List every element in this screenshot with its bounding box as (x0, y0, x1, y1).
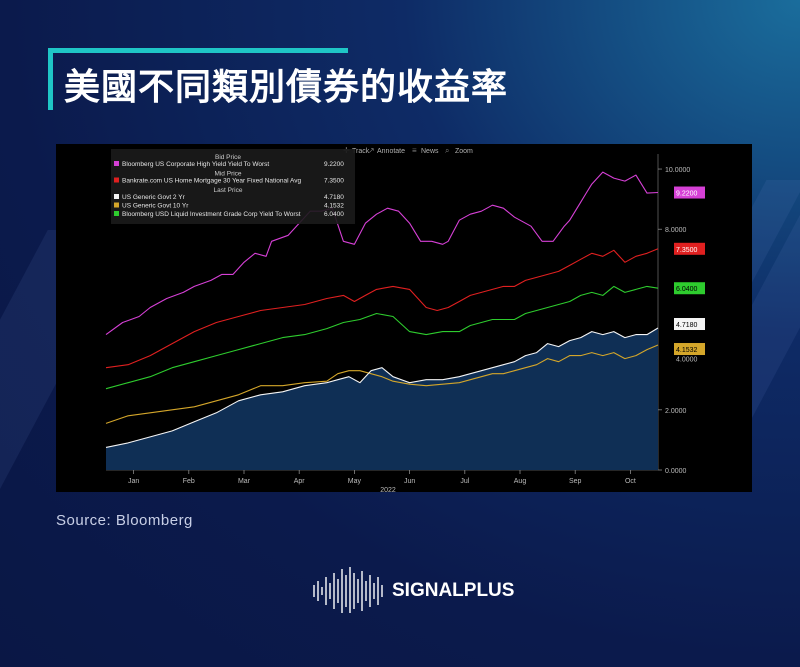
last-value-label: 4.7180 (676, 322, 698, 329)
legend-swatch (114, 177, 119, 183)
last-value-label: 4.1532 (676, 347, 698, 354)
series-line (105, 327, 659, 448)
x-tick-label: May (348, 478, 362, 485)
last-value-badge (674, 242, 705, 255)
x-tick-label: Jun (404, 478, 415, 485)
legend-swatch (114, 194, 119, 199)
last-value-badge (674, 343, 705, 356)
x-tick-label: Aug (514, 478, 527, 485)
last-value-label: 7.3500 (676, 247, 698, 254)
legend-group-header: Mid Price (214, 171, 241, 178)
toolbar-track-button[interactable]: Track (352, 148, 370, 155)
govt-2yr-area-fill (106, 328, 658, 470)
legend-series-name: US Generic Govt 2 Yr (122, 194, 186, 201)
x-tick-label: Apr (294, 478, 306, 485)
legend-group-header: Last Price (214, 187, 243, 194)
chart-panel: ✛ Track ↗ Annotate ≡ News ⌕ Zoom 10.0000… (56, 144, 752, 494)
toolbar-news-icon: ≡ (412, 146, 417, 155)
toolbar-zoom-button[interactable]: Zoom (455, 148, 473, 155)
signalplus-logo-mark (313, 567, 383, 613)
series-line (105, 285, 659, 390)
y-tick-label-partial: 4.0000 (676, 357, 698, 364)
y-tick-label: 2.0000 (665, 408, 687, 415)
series-line (105, 171, 659, 336)
chart-toolbar: ✛ Track ↗ Annotate ≡ News ⌕ Zoom (343, 146, 473, 155)
legend-series-value: 6.0400 (324, 211, 344, 218)
legend-series-value: 7.3500 (324, 178, 344, 185)
series-line (105, 344, 659, 424)
series-line (105, 248, 659, 369)
x-tick-label: Jul (460, 478, 469, 485)
toolbar-news-button[interactable]: News (421, 148, 439, 155)
toolbar-annotate-button[interactable]: Annotate (377, 148, 405, 155)
legend-group-header: Bid Price (215, 154, 241, 161)
y-tick-label: 0.0000 (665, 468, 687, 475)
x-tick-label: Oct (625, 478, 636, 485)
legend-swatch (114, 161, 119, 166)
y-tick-label: 10.0000 (665, 167, 690, 174)
x-tick-label: Jan (128, 478, 139, 485)
y-tick-label: 8.0000 (665, 227, 687, 234)
legend-swatch (114, 211, 119, 216)
last-value-badge (674, 282, 705, 295)
signalplus-logo: SIGNALPLUS (312, 565, 515, 615)
legend-series-value: 4.7180 (324, 194, 344, 201)
legend-box (111, 149, 355, 224)
legend-swatch (114, 202, 119, 208)
legend-series-value: 4.1532 (324, 203, 344, 210)
last-value-label: 9.2200 (676, 191, 698, 198)
page-title: 美國不同類別債券的收益率 (64, 67, 509, 108)
last-value-badge (674, 186, 705, 199)
x-axis-label: 2022 (380, 487, 396, 492)
legend-series-value: 9.2200 (324, 161, 344, 168)
title-accent-bar (48, 48, 348, 53)
title-accent-bar (48, 48, 53, 110)
legend-series-name: US Generic Govt 10 Yr (122, 203, 189, 210)
toolbar-zoom-icon: ⌕ (445, 146, 449, 155)
legend-series-name: Bloomberg US Corporate High Yield Yield … (122, 161, 269, 168)
logo-wordmark: SIGNALPLUS (392, 580, 515, 601)
x-tick-label: Mar (238, 478, 251, 485)
x-tick-label: Sep (569, 478, 582, 485)
last-value-badge (674, 318, 705, 331)
legend-series-name: Bloomberg USD Liquid Investment Grade Co… (122, 211, 301, 218)
legend-series-name: Bankrate.com US Home Mortgage 30 Year Fi… (122, 178, 301, 185)
x-tick-label: Feb (183, 478, 195, 485)
yield-chart: ✛ Track ↗ Annotate ≡ News ⌕ Zoom 10.0000… (105, 146, 705, 494)
last-value-label: 6.0400 (676, 286, 698, 293)
source-note: Source: Bloomberg (56, 512, 193, 529)
toolbar-annotate-icon: ↗ (368, 146, 375, 155)
